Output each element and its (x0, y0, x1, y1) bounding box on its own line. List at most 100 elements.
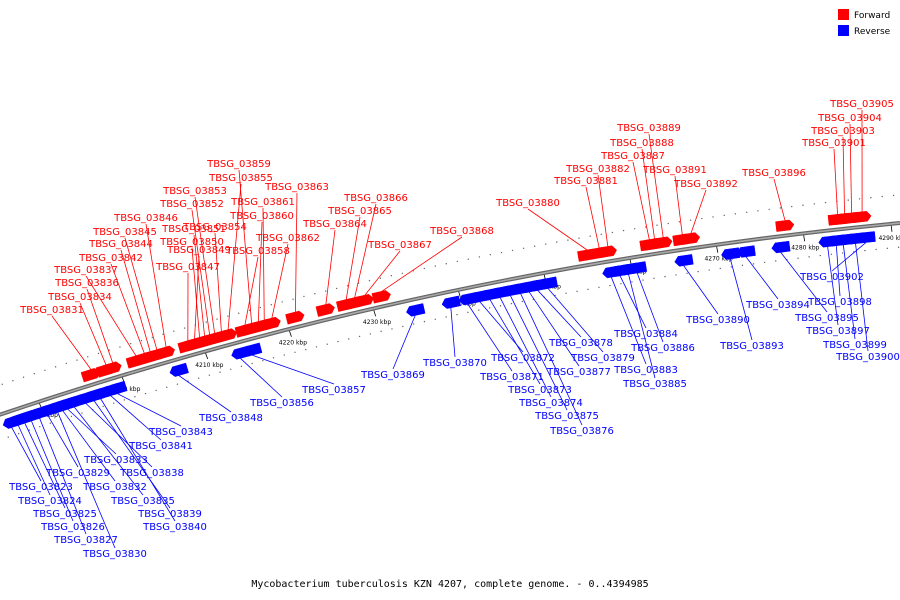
gene-leader-line (597, 174, 609, 247)
gene-leader-line (849, 123, 852, 213)
tbsg-03904-label: TBSG_03904 (817, 113, 882, 124)
minor-tick-dot (589, 235, 591, 237)
tbsg-03886-arrow (627, 261, 648, 274)
minor-tick-dot (262, 359, 264, 362)
tbsg-03835-label: TBSG_03835 (110, 496, 175, 507)
gene-leader-line (239, 357, 283, 398)
scale-tick (890, 225, 893, 232)
legend-reverse-label: Reverse (854, 27, 891, 37)
gene-leader-line (855, 243, 869, 352)
minor-tick-dot (28, 429, 30, 431)
forward-genes: TBSG_03831 TBSG_03834 TBSG_03836 TBSG_03837… (19, 99, 894, 383)
tbsg-03859-label: TBSG_03859 (206, 159, 271, 170)
minor-tick-dot (12, 380, 14, 382)
gene-leader-line (381, 236, 463, 292)
scale-tick-label: 4290 kbp (878, 235, 900, 242)
minor-tick-dot (87, 356, 89, 358)
gene-leader-line (499, 297, 552, 398)
minor-tick-dot (841, 252, 844, 254)
gene-leader-line (450, 307, 456, 358)
gene-leader-line (527, 208, 588, 251)
gene-leader-line (636, 272, 664, 343)
tbsg-03849-label: TBSG_03849 (166, 245, 231, 256)
tbsg-03867-arrow (354, 294, 374, 308)
minor-tick-dot (533, 245, 536, 247)
reverse-genes: TBSG_03823 TBSG_03824 TBSG_03825 TBSG_03826… (2, 231, 900, 560)
minor-tick-dot (292, 298, 294, 300)
minor-tick-dot (712, 216, 714, 218)
minor-tick-dot (7, 436, 9, 438)
minor-tick-dot (642, 279, 644, 281)
minor-tick-dot (445, 263, 448, 265)
minor-tick-dot (219, 371, 221, 373)
gene-leader-line (244, 256, 259, 326)
tbsg-03833-label: TBSG_03833 (83, 455, 148, 466)
minor-tick-dot (500, 251, 503, 254)
gene-leader-line (11, 427, 42, 482)
tbsg-03836-label: TBSG_03836 (54, 278, 119, 289)
tbsg-03870-arrow (441, 295, 461, 309)
tbsg-03901-label: TBSG_03901 (801, 138, 866, 149)
minor-tick-dot (445, 316, 447, 318)
minor-tick-dot (545, 243, 547, 245)
tbsg-03872-label: TBSG_03872 (490, 353, 555, 364)
gene-leader-line (47, 415, 79, 468)
gene-leader-line (489, 299, 541, 385)
minor-tick-dot (556, 241, 558, 243)
tbsg-03876-label: TBSG_03876 (549, 426, 614, 437)
tbsg-03870-label: TBSG_03870 (422, 358, 487, 369)
tbsg-03888-label: TBSG_03888 (609, 138, 674, 149)
tbsg-03882-label: TBSG_03882 (565, 164, 630, 175)
minor-tick-dot (456, 260, 459, 263)
minor-tick-dot (689, 219, 692, 221)
tbsg-03864-arrow (315, 303, 335, 317)
minor-tick-dot (368, 280, 371, 282)
tbsg-03905-arrow (852, 211, 872, 223)
minor-tick-dot (119, 346, 121, 348)
tbsg-03868-label: TBSG_03868 (429, 226, 494, 237)
tbsg-03866-label: TBSG_03866 (343, 193, 408, 204)
minor-tick-dot (314, 293, 316, 295)
gene-leader-line (257, 221, 263, 322)
minor-tick-dot (763, 261, 766, 264)
gene-leader-line (729, 258, 753, 341)
tbsg-03823-label: TBSG_03823 (8, 482, 73, 493)
tbsg-03894-label: TBSG_03894 (745, 300, 810, 311)
minor-tick-dot (102, 405, 104, 408)
tbsg-03897-label: TBSG_03897 (805, 326, 870, 337)
gene-leader-line (24, 422, 66, 509)
minor-tick-dot (1, 383, 3, 386)
gene-leader-line (547, 288, 604, 353)
minor-tick-dot (511, 249, 514, 252)
gene-leader-line (191, 247, 200, 338)
gene-leader-line (86, 288, 114, 364)
tbsg-03880-label: TBSG_03880 (495, 198, 560, 209)
gene-leader-line (178, 375, 232, 413)
minor-tick-dot (434, 265, 436, 267)
minor-tick-dot (18, 432, 20, 435)
tbsg-03893-label: TBSG_03893 (719, 341, 784, 352)
scale-tick-label: 4230 kbp (363, 319, 391, 326)
tbsg-03832-label: TBSG_03832 (82, 482, 147, 493)
minor-tick-dot (892, 194, 895, 197)
minor-tick-dot (701, 217, 703, 220)
gene-leader-line (520, 293, 583, 426)
gene-leader-line (124, 237, 158, 350)
minor-tick-dot (49, 422, 52, 424)
minor-tick-dot (54, 366, 57, 368)
minor-tick-dot (620, 283, 622, 285)
minor-tick-dot (808, 256, 810, 258)
backbone-layer (0, 194, 900, 438)
gene-leader-line (194, 255, 200, 340)
tbsg-03879-label: TBSG_03879 (570, 353, 635, 364)
tbsg-03902-arrow (856, 231, 876, 244)
scale-tick (458, 291, 461, 298)
gene-leader-line (51, 315, 92, 370)
minor-tick-dot (423, 320, 426, 323)
gene-leader-line (251, 354, 335, 385)
minor-tick-dot (875, 248, 877, 251)
tbsg-03867-label: TBSG_03867 (367, 240, 432, 251)
minor-tick-dot (130, 343, 132, 345)
minor-tick-dot (402, 325, 404, 328)
